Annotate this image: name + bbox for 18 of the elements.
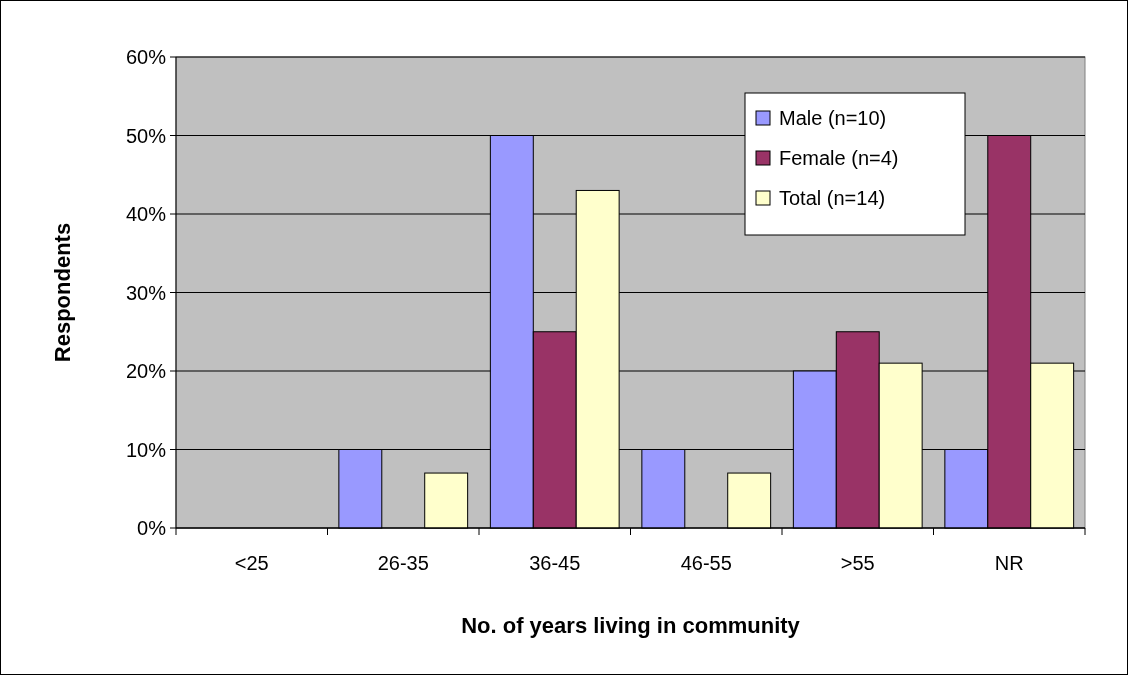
legend-label: Total (n=14) [779,187,886,209]
x-tick-label: >55 [840,552,875,574]
x-tick-label: 36-45 [529,552,581,574]
y-tick-label: 50% [125,124,167,147]
x-tick-label: <25 [234,552,269,574]
y-tick-label: 60% [125,46,167,68]
y-tick-label: 40% [125,203,167,225]
x-tick-label: 46-55 [680,552,732,574]
y-tick-label: 0% [137,517,167,539]
x-tick-label: NR [994,552,1024,574]
x-tick-label: 26-35 [377,552,429,574]
legend-label: Male (n=10) [779,107,887,129]
legend-label: Female (n=4) [779,147,899,169]
y-tick-label: 30% [125,281,167,304]
y-tick-label: 20% [125,360,167,382]
x-axis-title: No. of years living in community [461,613,801,638]
y-tick-label: 10% [125,438,167,461]
y-axis-title: Respondents [50,222,75,363]
